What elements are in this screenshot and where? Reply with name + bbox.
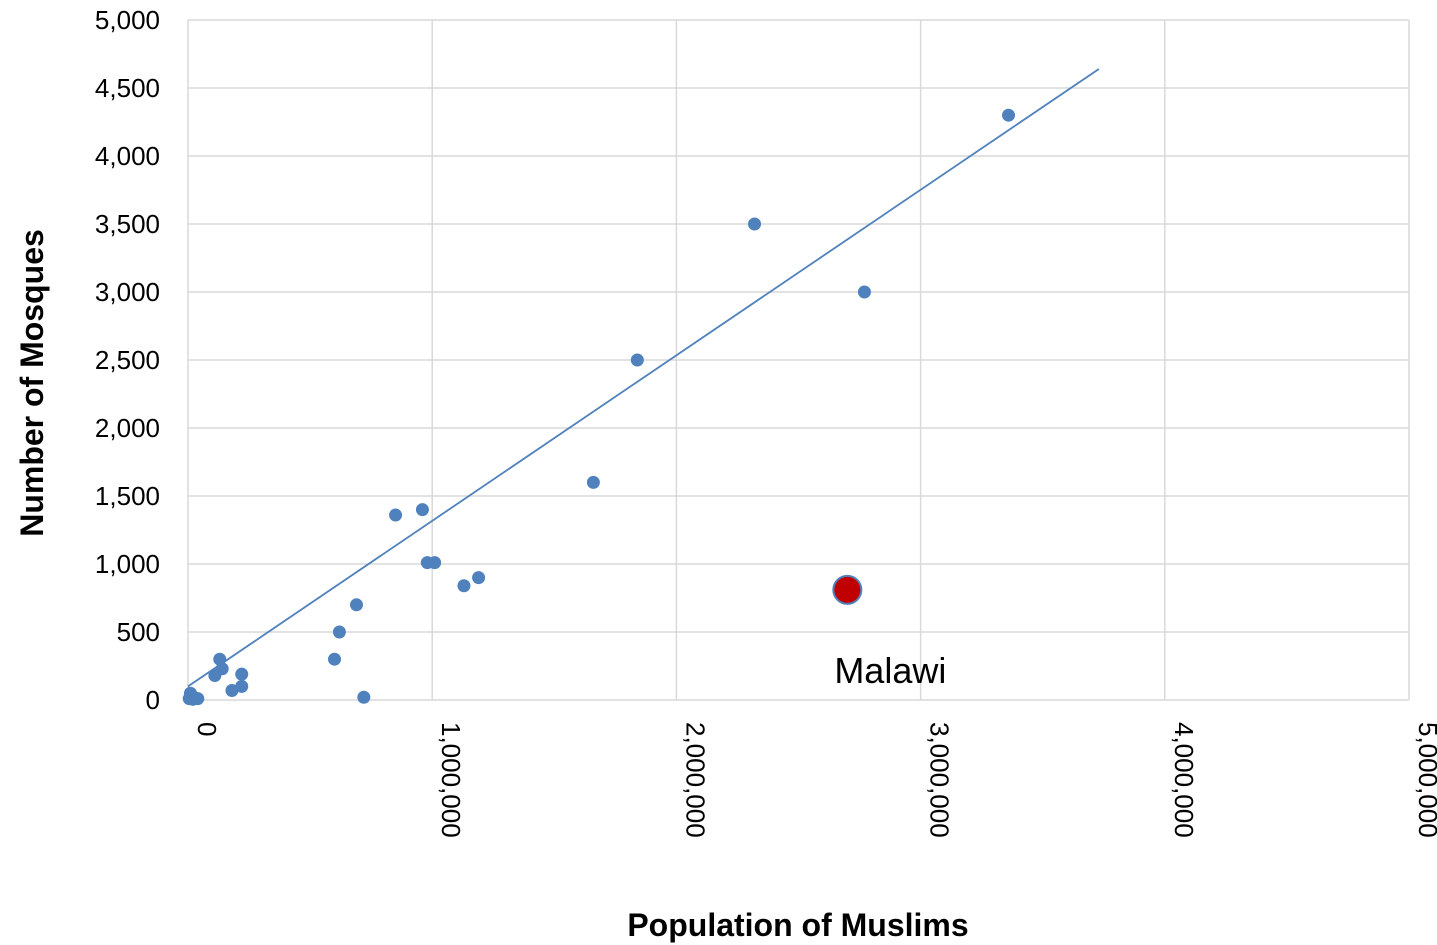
y-tick-label: 500: [117, 617, 160, 647]
data-point: [1002, 108, 1016, 122]
trendline: [187, 68, 1100, 688]
data-point: [630, 353, 644, 367]
malawi-label: Malawi: [834, 650, 946, 691]
data-point: [328, 652, 342, 666]
y-tick-label: 0: [146, 685, 160, 715]
gridlines: [187, 19, 1410, 701]
y-tick-label: 3,000: [95, 277, 160, 307]
y-tick-label: 1,000: [95, 549, 160, 579]
x-axis-title: Population of Muslims: [627, 907, 968, 943]
x-tick-label: 1,000,000: [436, 722, 466, 838]
data-point: [191, 692, 205, 706]
data-point: [389, 508, 403, 522]
data-point: [457, 579, 471, 593]
y-tick-label: 3,500: [95, 209, 160, 239]
data-point: [235, 679, 249, 693]
data-point: [586, 475, 600, 489]
malawi-point: [832, 574, 863, 605]
y-tick-label: 5,000: [95, 5, 160, 35]
y-tick-label: 1,500: [95, 481, 160, 511]
y-tick-label: 2,500: [95, 345, 160, 375]
y-tick-label: 2,000: [95, 413, 160, 443]
data-point: [332, 625, 346, 639]
data-point: [857, 285, 871, 299]
data-point: [415, 503, 429, 517]
x-tick-labels: 0 1,000,000 2,000,000 3,000,000 4,000,000 5,0…: [192, 722, 1437, 838]
data-point: [235, 667, 249, 681]
highlight-point-group: [832, 574, 863, 605]
y-axis-title: Number of Mosques: [14, 229, 50, 537]
data-point: [428, 556, 442, 570]
y-tick-label: 4,500: [95, 73, 160, 103]
y-tick-labels: 0 500 1,000 1,500 2,000 2,500 3,000 3,500 4,000 4…: [95, 5, 160, 715]
x-tick-label: 3,000,000: [925, 722, 955, 838]
data-point: [357, 690, 371, 704]
data-point: [215, 662, 229, 676]
data-points: [182, 108, 1016, 706]
x-tick-label: 0: [192, 722, 222, 736]
data-point: [748, 217, 762, 231]
data-point: [349, 598, 363, 612]
x-tick-label: 2,000,000: [680, 722, 710, 838]
x-tick-label: 5,000,000: [1413, 722, 1437, 838]
data-point: [472, 571, 486, 585]
x-tick-label: 4,000,000: [1169, 722, 1199, 838]
data-point: [225, 683, 239, 697]
y-tick-label: 4,000: [95, 141, 160, 171]
